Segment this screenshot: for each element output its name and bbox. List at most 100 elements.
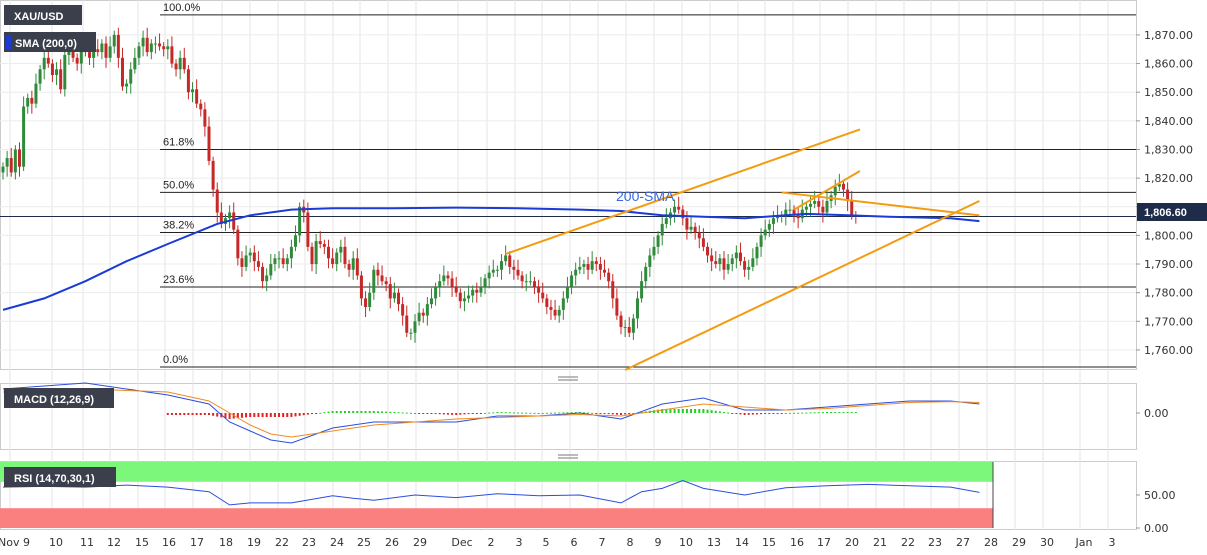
fibonacci-levels: 100.0% 61.8% 50.0% 38.2% 23.6% 0.0% [0, 2, 1136, 368]
candle-body [706, 246, 710, 256]
candle-body [417, 312, 421, 322]
macd-histogram-bar [488, 412, 491, 414]
candle-body [384, 281, 388, 285]
candle-body [541, 292, 545, 299]
candle-body [265, 275, 269, 282]
candle-body [96, 49, 100, 53]
macd-histogram-bar [479, 413, 482, 414]
macd-histogram-bar [735, 413, 738, 414]
candle-body [289, 246, 293, 259]
macd-histogram-bar [286, 413, 289, 417]
macd-histogram-bar [282, 413, 285, 417]
macd-histogram-bar [751, 413, 754, 415]
candle-body [141, 37, 145, 47]
macd-histogram-bar [257, 413, 260, 417]
macd-histogram-bar [714, 410, 717, 413]
candle-body [166, 46, 170, 50]
macd-histogram-bar [830, 412, 833, 413]
candle-body [718, 258, 722, 265]
macd-histogram-bar [685, 409, 688, 413]
macd-histogram-bar [290, 413, 293, 417]
macd-histogram-bar [793, 412, 796, 414]
price-tick-label: 1,840.00 [1144, 115, 1193, 128]
candle-body [557, 309, 561, 316]
macd-histogram-bar [628, 413, 631, 414]
candle-body [170, 46, 174, 64]
candle-body [149, 43, 153, 53]
candle-body [125, 83, 129, 87]
macd-histogram-bar [216, 413, 219, 417]
candle-body [743, 261, 747, 270]
x-tick-label: 10 [49, 536, 63, 549]
candle-body [425, 304, 429, 316]
macd-tick-label: 0.00 [1144, 407, 1169, 420]
candle-body [763, 229, 767, 236]
candle-body [726, 264, 730, 270]
candle-body [314, 241, 318, 265]
macd-histogram-bar [570, 412, 573, 414]
candle-body [392, 292, 396, 299]
x-tick-label: 22 [901, 536, 915, 549]
macd-histogram-bar [591, 412, 594, 414]
macd-histogram-bar [368, 411, 371, 413]
macd-histogram-bar [549, 412, 552, 414]
x-tick-label: 6 [571, 536, 578, 549]
macd-histogram-bar [710, 410, 713, 413]
candle-body [421, 312, 425, 316]
last-price-tag [1137, 203, 1207, 221]
x-tick-label: 23 [928, 536, 942, 549]
candle-body [269, 264, 273, 276]
pane-resize-handle-rsi[interactable] [558, 454, 578, 459]
x-tick-label: 11 [80, 536, 94, 549]
macd-histogram-bar [723, 412, 725, 413]
candle-body [516, 269, 520, 276]
candle-body [413, 321, 417, 333]
x-tick-label: 24 [330, 536, 344, 549]
price-tick-label: 1,760.00 [1144, 344, 1193, 357]
macd-histogram-bar [315, 413, 318, 414]
candle-body [582, 264, 586, 267]
candle-body [549, 306, 553, 310]
candle-body [850, 201, 854, 216]
candle-body [561, 298, 565, 310]
candle-body [598, 264, 602, 270]
pane-resize-handle-macd[interactable] [558, 376, 578, 381]
candle-body [813, 201, 817, 204]
macd-histogram-bar [698, 409, 701, 413]
candle-body [689, 226, 693, 230]
macd-histogram-bar [846, 412, 849, 413]
candle-body [545, 298, 549, 307]
candle-body [438, 281, 442, 287]
macd-histogram-bar [496, 412, 499, 413]
candle-body [162, 46, 166, 50]
candle-body [59, 69, 63, 90]
candle-body [508, 255, 512, 267]
candle-body [640, 281, 644, 299]
candle-body [590, 261, 594, 270]
candle-body [504, 255, 508, 262]
macd-histogram-bar [517, 412, 519, 414]
macd-histogram-bar [673, 409, 676, 413]
candle-body [145, 37, 149, 53]
macd-frame [0, 383, 1137, 450]
x-tick-label: 17 [190, 536, 204, 549]
candle-body [681, 209, 685, 219]
trendline [624, 200, 980, 371]
candle-body [479, 286, 483, 293]
candle-body [30, 97, 34, 104]
macd-histogram-bar [430, 413, 433, 414]
macd-histogram-bar [582, 412, 585, 414]
price-tick-label: 1,820.00 [1144, 172, 1193, 185]
macd-histogram-bar [418, 413, 421, 414]
macd-histogram-bar [195, 413, 198, 415]
candle-body [512, 266, 516, 270]
macd-histogram-bar [455, 413, 458, 415]
candle-body [26, 97, 30, 107]
symbol-tag-bg [4, 5, 82, 25]
sma-color-swatch [6, 35, 11, 49]
macd-histogram-bar [203, 413, 206, 415]
macd-histogram-bar [508, 412, 511, 414]
macd-histogram-bar [339, 411, 342, 413]
candle-body [491, 269, 495, 273]
candle-body [351, 258, 355, 270]
